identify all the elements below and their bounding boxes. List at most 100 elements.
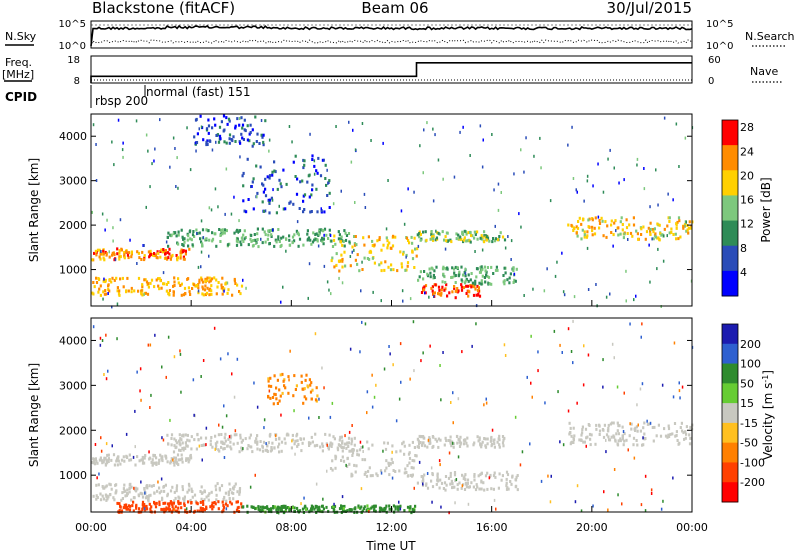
velocity-cell xyxy=(516,474,519,477)
power-ytick-label-0: 1000 xyxy=(59,264,87,277)
time-x-axis: 00:00 04:00 08:00 12:00 16:00 20:00 00:00 xyxy=(75,300,708,534)
velocity-cell xyxy=(292,394,295,398)
velocity-cell xyxy=(282,504,285,508)
power-cell xyxy=(668,220,671,223)
velocity-cell xyxy=(273,374,276,378)
power-cell xyxy=(179,254,182,258)
velocity-cell xyxy=(180,506,183,510)
velocity-cell xyxy=(637,423,639,427)
power-cell xyxy=(483,230,486,234)
velocity-cell xyxy=(452,445,455,449)
velocity-cell xyxy=(254,507,257,511)
velocity-cell xyxy=(218,423,220,427)
velocity-cell xyxy=(331,505,334,509)
power-cell xyxy=(463,229,466,233)
velocity-cell xyxy=(629,322,631,326)
velocity-cell xyxy=(175,484,179,488)
velocity-cell xyxy=(278,437,281,441)
velocity-cell xyxy=(394,507,397,511)
power-cell xyxy=(466,239,469,243)
power-cell xyxy=(206,286,209,290)
power-cell xyxy=(118,249,121,253)
velocity-cell xyxy=(211,501,214,505)
power-cell xyxy=(182,237,185,241)
power-cell xyxy=(149,249,152,253)
velocity-cell xyxy=(96,461,99,465)
velocity-cell xyxy=(294,388,297,391)
power-cell xyxy=(288,238,291,242)
velocity-cell xyxy=(621,434,624,438)
power-cell xyxy=(477,292,480,296)
power-cell xyxy=(183,286,187,290)
velocity-cell xyxy=(300,449,303,453)
velocity-cell xyxy=(477,474,480,478)
power-cell xyxy=(657,203,659,207)
velocity-cell xyxy=(588,432,592,436)
power-cell xyxy=(241,174,244,178)
power-cell xyxy=(483,276,486,279)
velocity-cell xyxy=(371,443,374,447)
power-cell xyxy=(472,293,476,297)
velocity-cell xyxy=(339,435,342,439)
velocity-cell xyxy=(395,450,398,454)
power-cell xyxy=(102,297,104,301)
power-cell xyxy=(476,237,479,241)
velocity-cell xyxy=(330,445,333,448)
power-cell xyxy=(111,253,114,257)
power-cell xyxy=(156,250,159,254)
velocity-cell xyxy=(426,445,429,449)
velocity-cell xyxy=(275,386,278,390)
velocity-cell xyxy=(186,438,189,442)
velocity-cell xyxy=(148,450,150,454)
power-cell xyxy=(278,240,281,243)
power-cell xyxy=(604,220,607,224)
velocity-cell xyxy=(218,488,221,492)
velocity-cell xyxy=(209,443,212,447)
power-cell xyxy=(221,228,224,232)
power-cell xyxy=(276,187,279,191)
velocity-cell xyxy=(389,462,392,466)
velocity-cell xyxy=(673,422,677,425)
velocity-cell xyxy=(399,449,402,453)
power-cell xyxy=(451,275,454,279)
power-colorbar-swatch-1 xyxy=(722,145,738,171)
velocity-cell xyxy=(322,497,324,501)
power-cell xyxy=(453,175,456,179)
power-cell xyxy=(464,274,467,278)
velocity-cell xyxy=(392,504,395,508)
power-cell xyxy=(497,208,500,212)
velocity-cell xyxy=(124,506,127,510)
power-cell xyxy=(444,235,447,239)
velocity-cell xyxy=(261,508,264,512)
velocity-cell xyxy=(147,495,150,499)
power-cell xyxy=(453,274,456,278)
velocity-cell xyxy=(186,490,189,494)
power-cell xyxy=(682,226,685,230)
velocity-cell xyxy=(147,499,150,503)
power-cell xyxy=(434,238,437,242)
power-cell xyxy=(270,233,273,237)
velocity-cell xyxy=(388,507,391,511)
velocity-cell xyxy=(185,458,188,462)
velocity-cell xyxy=(585,436,588,440)
power-cell xyxy=(443,238,446,242)
velocity-cell xyxy=(163,489,166,493)
velocity-cell xyxy=(333,504,337,508)
velocity-cell xyxy=(155,456,158,460)
velocity-cell xyxy=(465,441,468,445)
velocity-cell xyxy=(269,449,272,453)
velocity-cell xyxy=(451,441,454,445)
velocity-cell xyxy=(466,436,469,440)
power-cell xyxy=(602,190,605,194)
power-cell xyxy=(401,289,404,293)
power-cell xyxy=(649,280,651,284)
velocity-cell xyxy=(449,475,452,478)
velocity-cell xyxy=(516,488,519,492)
power-cell xyxy=(184,249,187,253)
velocity-cell xyxy=(200,509,204,513)
velocity-cell xyxy=(385,504,388,508)
power-cell xyxy=(137,289,140,293)
power-cell xyxy=(228,141,231,145)
velocity-cell xyxy=(112,496,115,500)
power-cell xyxy=(277,237,280,241)
